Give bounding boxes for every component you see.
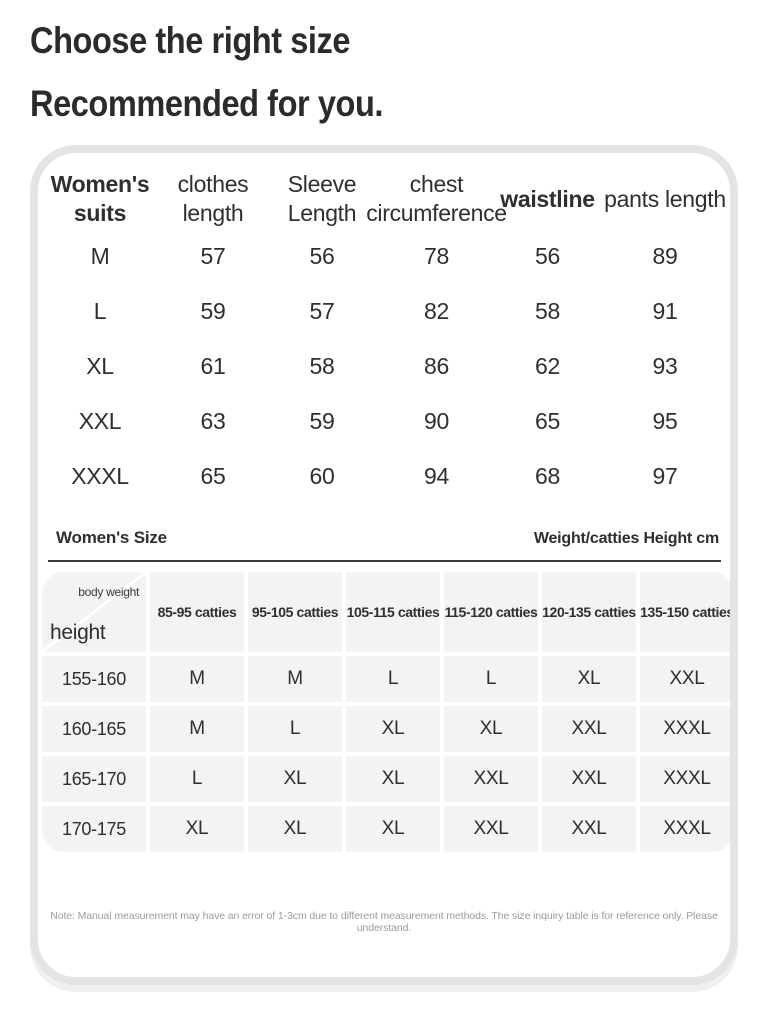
size-label: XXL — [78, 408, 122, 434]
page-header: Choose the right size Recommended for yo… — [0, 0, 768, 122]
column-header-label: Length — [287, 200, 357, 226]
weight-column-header: 135-150 catties — [640, 572, 730, 652]
measure-value: 95 — [652, 408, 678, 434]
recommended-size: XL — [150, 806, 244, 852]
column-header-label: length — [182, 200, 244, 226]
column-header-label: circumference — [366, 200, 507, 226]
weight-column-header: 120-135 catties — [542, 572, 636, 652]
size-label: M — [90, 243, 110, 269]
measure-value: 57 — [200, 243, 226, 269]
measure-value: 97 — [652, 463, 678, 489]
measure-value: 56 — [535, 243, 560, 269]
recommended-size: XL — [444, 706, 538, 752]
size-lookup-header-row: body weight height 85-95 catties 95-105 … — [42, 572, 730, 652]
recommended-size: M — [150, 706, 244, 752]
measure-value: 86 — [424, 353, 449, 379]
recommended-size: XL — [346, 806, 440, 852]
size-lookup-row: 160-165 M L XL XL XXL XXXL — [42, 706, 730, 752]
measure-value: 57 — [309, 298, 335, 324]
size-section-title: Women's Size — [56, 528, 167, 547]
page-title-line2: Recommended for you. — [30, 83, 384, 124]
measure-value: 91 — [652, 298, 678, 324]
height-range-label: 165-170 — [42, 756, 146, 802]
measure-value: 61 — [200, 353, 226, 379]
size-label: L — [93, 298, 107, 324]
measure-value: 58 — [309, 353, 335, 379]
recommended-size: XXXL — [640, 806, 730, 852]
measure-value: 59 — [200, 298, 226, 324]
recommended-size: XXL — [444, 806, 538, 852]
size-label: XL — [86, 353, 114, 379]
recommended-size: XXL — [542, 806, 636, 852]
measure-value: 62 — [535, 353, 560, 379]
weight-column-header: 115-120 catties — [444, 572, 538, 652]
column-header-label: clothes — [177, 171, 249, 198]
column-header-clothes-length: clothes length — [162, 169, 264, 229]
measure-value: 94 — [424, 463, 449, 489]
size-lookup-row: 165-170 L XL XL XXL XXL XXXL — [42, 756, 730, 802]
measure-value: 93 — [652, 353, 678, 379]
column-header-pants-length: pants length — [602, 169, 728, 229]
weight-column-header: 105-115 catties — [346, 572, 440, 652]
recommended-size: XXL — [640, 656, 730, 702]
column-header-label: chest — [409, 171, 464, 198]
recommended-size: L — [444, 656, 538, 702]
recommended-size: XL — [346, 706, 440, 752]
recommended-size: XL — [542, 656, 636, 702]
measurement-disclaimer-note: Note: Manual measurement may have an err… — [50, 910, 718, 934]
height-range-label: 155-160 — [42, 656, 146, 702]
size-label: XXXL — [71, 463, 129, 489]
column-header-label: Women's suits — [50, 171, 150, 226]
column-header-womens-suits: Women's suits — [38, 169, 162, 229]
recommended-size: XXL — [444, 756, 538, 802]
recommended-size: XXXL — [640, 706, 730, 752]
measure-value: 68 — [535, 463, 560, 489]
size-lookup-row: 170-175 XL XL XL XXL XXL XXXL — [42, 806, 730, 852]
height-range-label: 160-165 — [42, 706, 146, 752]
corner-header-cell: body weight height — [42, 572, 146, 652]
measure-value: 58 — [535, 298, 560, 324]
column-header-waistline: waistline — [493, 169, 602, 229]
size-section-unit-label: Weight/catties Height cm — [533, 530, 719, 547]
column-header-sleeve-length: Sleeve Length — [264, 169, 380, 229]
measure-value: 63 — [200, 408, 226, 434]
recommended-size: XXXL — [640, 756, 730, 802]
measure-value: 90 — [424, 408, 449, 434]
measure-value: 56 — [309, 243, 335, 269]
weight-column-header: 95-105 catties — [248, 572, 342, 652]
recommended-size: M — [248, 656, 342, 702]
recommended-size: L — [346, 656, 440, 702]
suits-measurement-table: Women's suits clothes length Sleeve Length… — [38, 169, 728, 504]
page-title-line1: Choose the right size — [30, 20, 351, 61]
column-header-label: Sleeve — [287, 171, 357, 198]
recommended-size: XL — [248, 756, 342, 802]
measure-value: 60 — [309, 463, 335, 489]
recommended-size: XL — [346, 756, 440, 802]
size-section-bar: Women's Size Weight/catties Height cm — [48, 528, 721, 562]
size-chart-card: Women's suits clothes length Sleeve Length… — [30, 145, 738, 985]
measure-value: 65 — [200, 463, 226, 489]
recommended-size: XL — [248, 806, 342, 852]
size-lookup-table: body weight height 85-95 catties 95-105 … — [38, 568, 730, 856]
recommended-size: XXL — [542, 706, 636, 752]
recommended-size: L — [248, 706, 342, 752]
measure-value: 65 — [535, 408, 560, 434]
measure-value: 78 — [424, 243, 449, 269]
corner-height-label: height — [50, 621, 106, 644]
column-header-chest-circumference: chest circumference — [366, 169, 507, 229]
recommended-size: M — [150, 656, 244, 702]
column-header-label: waistline — [500, 185, 595, 212]
height-range-label: 170-175 — [42, 806, 146, 852]
measure-value: 59 — [309, 408, 335, 434]
weight-column-header: 85-95 catties — [150, 572, 244, 652]
measure-value: 89 — [652, 243, 678, 269]
measure-value: 82 — [424, 298, 449, 324]
corner-body-weight-label: body weight — [78, 585, 139, 599]
size-lookup-row: 155-160 M M L L XL XXL — [42, 656, 730, 702]
recommended-size: L — [150, 756, 244, 802]
column-header-label: pants length — [604, 185, 726, 212]
recommended-size: XXL — [542, 756, 636, 802]
